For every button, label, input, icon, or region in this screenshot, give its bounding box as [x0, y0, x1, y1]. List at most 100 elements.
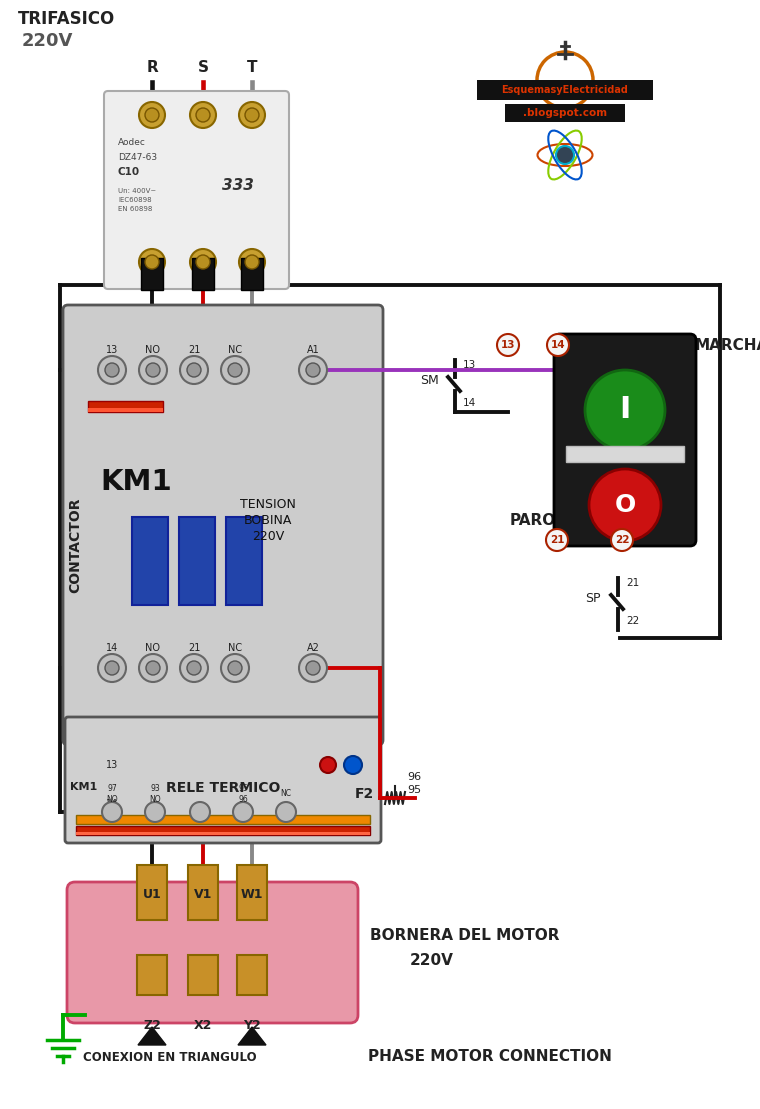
Text: X2: X2: [194, 1019, 212, 1032]
Circle shape: [145, 108, 159, 122]
Circle shape: [196, 108, 210, 122]
Bar: [188, 955, 218, 995]
Text: Aodec: Aodec: [118, 138, 146, 147]
Circle shape: [105, 363, 119, 377]
Circle shape: [320, 757, 336, 773]
Text: CONEXION EN TRIANGULO: CONEXION EN TRIANGULO: [83, 1051, 257, 1064]
Bar: [137, 955, 167, 995]
Text: EN 60898: EN 60898: [118, 206, 152, 212]
Circle shape: [139, 102, 165, 128]
Circle shape: [139, 250, 165, 275]
Polygon shape: [238, 1027, 266, 1045]
Text: SM: SM: [420, 374, 439, 387]
Text: 22: 22: [615, 535, 629, 545]
Bar: [137, 865, 167, 920]
Circle shape: [245, 108, 259, 122]
Text: 95
96: 95 96: [238, 784, 248, 804]
Circle shape: [497, 334, 519, 356]
Circle shape: [228, 363, 242, 377]
Bar: [566, 446, 684, 462]
Circle shape: [102, 802, 122, 822]
Text: 220V: 220V: [22, 32, 74, 50]
Text: SP: SP: [585, 592, 600, 606]
Circle shape: [233, 802, 253, 822]
Bar: [88, 408, 163, 413]
FancyBboxPatch shape: [67, 882, 358, 1022]
Circle shape: [228, 661, 242, 675]
Circle shape: [589, 469, 661, 541]
Bar: [132, 517, 168, 606]
Text: T: T: [247, 60, 257, 75]
Circle shape: [221, 356, 249, 384]
Bar: [76, 826, 370, 835]
Text: 14: 14: [463, 398, 477, 408]
Text: 21: 21: [626, 578, 639, 588]
Bar: [477, 80, 653, 100]
Text: 13: 13: [106, 760, 119, 770]
FancyBboxPatch shape: [104, 91, 289, 289]
Text: NO: NO: [145, 345, 160, 355]
Text: NC: NC: [228, 643, 242, 653]
Text: V1: V1: [194, 888, 212, 901]
Text: R: R: [146, 60, 158, 75]
Text: 22: 22: [626, 615, 639, 625]
Text: C10: C10: [118, 167, 140, 177]
Bar: [76, 832, 370, 835]
Text: A2: A2: [306, 643, 319, 653]
Text: 13: 13: [106, 345, 118, 355]
Text: S: S: [198, 60, 208, 75]
FancyBboxPatch shape: [65, 718, 381, 843]
Text: 14: 14: [106, 643, 118, 653]
Text: NC: NC: [280, 790, 292, 798]
Text: 333: 333: [222, 179, 254, 193]
Text: NC: NC: [228, 345, 242, 355]
Text: W1: W1: [241, 888, 263, 901]
Text: 13: 13: [501, 340, 515, 350]
Text: PARO: PARO: [510, 513, 556, 528]
Text: 21: 21: [188, 643, 200, 653]
Bar: [192, 258, 214, 289]
Text: F2: F2: [355, 787, 374, 801]
Circle shape: [146, 363, 160, 377]
Circle shape: [145, 802, 165, 822]
Circle shape: [105, 661, 119, 675]
Bar: [188, 865, 218, 920]
Text: 93
NO: 93 NO: [149, 784, 161, 804]
Circle shape: [98, 654, 126, 682]
Text: NO: NO: [145, 643, 160, 653]
Circle shape: [299, 356, 327, 384]
Circle shape: [196, 255, 210, 269]
Polygon shape: [138, 1027, 166, 1045]
Bar: [226, 517, 262, 606]
Text: 220V: 220V: [410, 953, 454, 968]
Text: A1: A1: [306, 345, 319, 355]
Circle shape: [611, 529, 633, 551]
Circle shape: [187, 661, 201, 675]
Text: 95: 95: [407, 785, 421, 795]
Bar: [76, 815, 370, 824]
Bar: [241, 258, 263, 289]
Text: KM1: KM1: [100, 468, 172, 496]
Circle shape: [306, 363, 320, 377]
Text: TRIFASICO: TRIFASICO: [18, 10, 116, 28]
Circle shape: [190, 250, 216, 275]
Bar: [237, 955, 267, 995]
Text: RELE TERMICO: RELE TERMICO: [166, 781, 280, 795]
Circle shape: [187, 363, 201, 377]
Circle shape: [556, 146, 574, 164]
FancyBboxPatch shape: [63, 305, 383, 745]
Text: U1: U1: [143, 888, 161, 901]
Circle shape: [245, 255, 259, 269]
Circle shape: [299, 654, 327, 682]
Bar: [141, 258, 163, 289]
Circle shape: [146, 661, 160, 675]
Circle shape: [139, 654, 167, 682]
Circle shape: [344, 756, 362, 774]
Text: CONTACTOR: CONTACTOR: [68, 497, 82, 592]
Text: TENSION
BOBINA
220V: TENSION BOBINA 220V: [240, 498, 296, 542]
Text: 97
NO: 97 NO: [106, 784, 118, 804]
Text: 13: 13: [463, 360, 477, 370]
Text: MARCHA: MARCHA: [695, 338, 760, 353]
Text: 96: 96: [407, 772, 421, 782]
Text: EsquemasyElectricidad: EsquemasyElectricidad: [502, 85, 629, 95]
